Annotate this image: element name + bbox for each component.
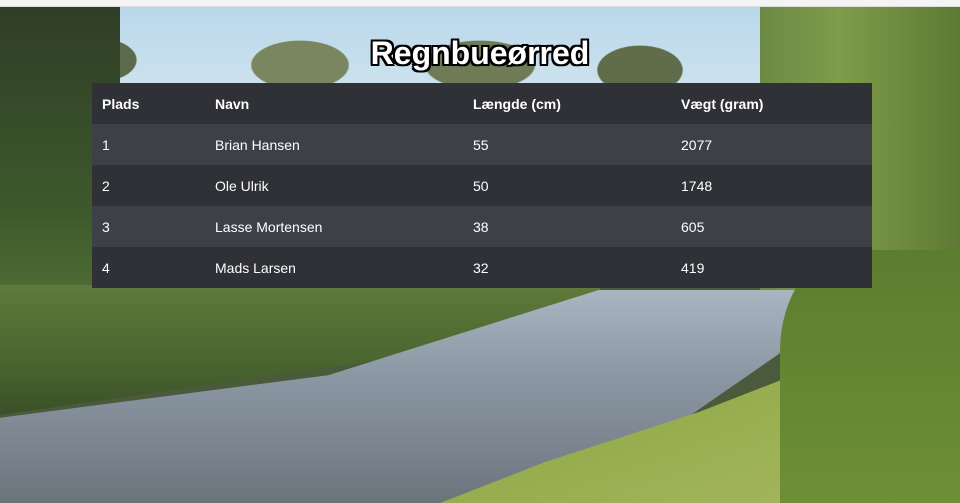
cell-plads: 1: [92, 124, 205, 165]
header-laengde: Længde (cm): [463, 83, 671, 124]
header-vaegt: Vægt (gram): [671, 83, 872, 124]
table-row: 2 Ole Ulrik 50 1748: [92, 165, 872, 206]
cell-navn: Ole Ulrik: [205, 165, 463, 206]
cell-vaegt: 605: [671, 206, 872, 247]
cell-plads: 2: [92, 165, 205, 206]
table-row: 4 Mads Larsen 32 419: [92, 247, 872, 288]
cell-laengde: 32: [463, 247, 671, 288]
header-navn: Navn: [205, 83, 463, 124]
leaderboard-table: Plads Navn Længde (cm) Vægt (gram) 1 Bri…: [92, 83, 872, 288]
cell-laengde: 55: [463, 124, 671, 165]
table-header-row: Plads Navn Længde (cm) Vægt (gram): [92, 83, 872, 124]
browser-top-bar: [0, 0, 960, 7]
cell-laengde: 50: [463, 165, 671, 206]
table-row: 3 Lasse Mortensen 38 605: [92, 206, 872, 247]
cell-navn: Lasse Mortensen: [205, 206, 463, 247]
cell-laengde: 38: [463, 206, 671, 247]
header-plads: Plads: [92, 83, 205, 124]
cell-vaegt: 1748: [671, 165, 872, 206]
cell-plads: 3: [92, 206, 205, 247]
table-row: 1 Brian Hansen 55 2077: [92, 124, 872, 165]
cell-vaegt: 419: [671, 247, 872, 288]
cell-plads: 4: [92, 247, 205, 288]
cell-vaegt: 2077: [671, 124, 872, 165]
cell-navn: Mads Larsen: [205, 247, 463, 288]
page-title: Regnbueørred: [370, 35, 590, 71]
cell-navn: Brian Hansen: [205, 124, 463, 165]
